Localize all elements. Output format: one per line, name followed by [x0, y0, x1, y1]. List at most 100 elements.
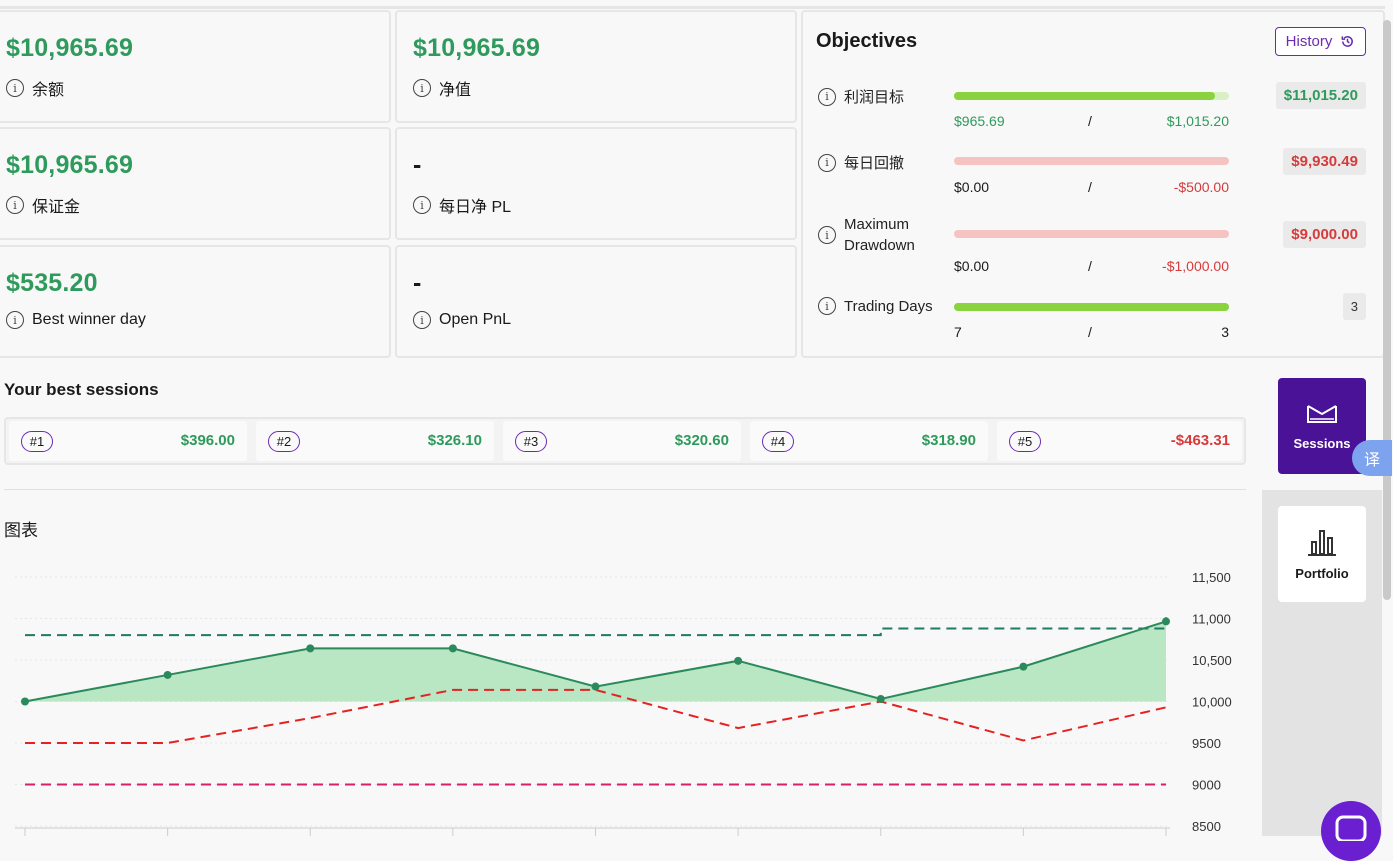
balance-label: i 余额: [6, 76, 64, 100]
info-icon[interactable]: i: [818, 87, 836, 106]
best-day-card: $535.20 i Best winner day: [0, 245, 391, 358]
equity-point: [448, 644, 457, 653]
info-icon[interactable]: i: [413, 311, 431, 329]
info-icon[interactable]: i: [6, 196, 24, 214]
daily-pl-value: -: [413, 151, 422, 179]
session-item[interactable]: #3 $320.60: [503, 421, 741, 461]
info-icon[interactable]: i: [413, 196, 431, 214]
session-item[interactable]: #4 $318.90: [750, 421, 988, 461]
session-item[interactable]: #1 $396.00: [9, 421, 247, 461]
balance-value: $10,965.69: [6, 34, 134, 62]
history-label: History: [1285, 33, 1333, 50]
profit-current: $965.69: [954, 113, 1005, 129]
profit-target-progress: [954, 92, 1216, 100]
translate-button[interactable]: 译: [1352, 440, 1392, 476]
equity-point: [1019, 662, 1028, 671]
session-item[interactable]: #2 $326.10: [256, 421, 494, 461]
equity-chart: 11,500 11,000 10,500 10,000 9500 9000 8500: [15, 570, 1232, 836]
equity-card: $10,965.69 i 净值: [395, 10, 797, 123]
margin-label-text: 保证金: [32, 199, 81, 216]
best-day-label-text: Best winner day: [32, 311, 146, 328]
session-item[interactable]: #5 -$463.31: [997, 421, 1242, 461]
daily-drawdown-track: [954, 157, 1229, 165]
session-value: $396.00: [180, 432, 235, 449]
trading-days-progress: [954, 303, 1229, 311]
session-value: $320.60: [674, 432, 729, 449]
profit-target: $1,015.20: [1166, 113, 1229, 129]
chat-icon: [1335, 815, 1367, 843]
top-border: [0, 6, 1385, 9]
portfolio-button-label: Portfolio: [1295, 565, 1349, 581]
session-rank: #3: [515, 431, 547, 452]
profit-target-line: [25, 617, 1167, 637]
daily-target: -$500.00: [1173, 179, 1229, 195]
daily-drawdown-line: [25, 688, 1167, 744]
open-pnl-label: i Open PnL: [413, 311, 511, 329]
equity-value: $10,965.69: [413, 34, 541, 62]
open-pnl-label-text: Open PnL: [439, 311, 512, 328]
objective-max-drawdown-label: i Maximum Drawdown: [818, 214, 934, 256]
daily-pl-label-text: 每日净 PL: [439, 199, 512, 216]
divider: [4, 489, 1246, 490]
y-tick-label: 11,500: [1192, 570, 1231, 585]
objective-profit-target-label: i 利润目标: [818, 86, 904, 107]
sessions-button-label: Sessions: [1293, 435, 1351, 451]
profit-target-track: [954, 92, 1229, 100]
portfolio-button[interactable]: Portfolio: [1278, 506, 1366, 602]
equity-label: i 净值: [413, 76, 471, 100]
equity-point: [876, 695, 885, 704]
info-icon[interactable]: i: [6, 79, 24, 97]
objective-daily-drawdown-label: i 每日回撤: [818, 152, 904, 173]
info-icon[interactable]: i: [818, 153, 836, 172]
equity-label-text: 净值: [439, 82, 472, 99]
chart-title: 图表: [4, 521, 38, 540]
profit-sep: /: [1088, 113, 1092, 129]
equity-point: [734, 656, 743, 665]
margin-value: $10,965.69: [6, 151, 134, 179]
session-rank: #1: [21, 431, 53, 452]
profit-target-badge: $11,015.20: [1275, 82, 1366, 109]
daily-pl-label: i 每日净 PL: [413, 193, 511, 217]
y-tick-label: 9500: [1192, 736, 1221, 751]
objective-label-text: Trading Days: [844, 297, 933, 315]
bar-chart-icon: [1308, 529, 1336, 556]
daily-current: $0.00: [954, 179, 990, 195]
max-target: -$1,000.00: [1162, 258, 1229, 274]
trading-days-track: [954, 303, 1229, 311]
session-value: $326.10: [427, 432, 482, 449]
margin-card: $10,965.69 i 保证金: [0, 127, 391, 240]
open-pnl-value: -: [413, 269, 422, 297]
chat-button[interactable]: [1321, 801, 1381, 861]
days-current: 7: [954, 324, 962, 340]
trading-days-badge: 3: [1342, 293, 1366, 320]
max-drawdown-track: [954, 230, 1229, 238]
sessions-icon: [1307, 404, 1337, 423]
equity-area: [25, 621, 1166, 702]
best-day-value: $535.20: [6, 269, 98, 297]
sessions-button[interactable]: Sessions: [1278, 378, 1366, 474]
session-value: -$463.31: [1170, 432, 1230, 449]
info-icon[interactable]: i: [818, 297, 836, 315]
session-rank: #4: [762, 431, 794, 452]
history-button[interactable]: History: [1275, 27, 1366, 56]
session-rank: #2: [268, 431, 300, 452]
objectives-panel: [801, 10, 1385, 358]
session-value: $318.90: [921, 432, 976, 449]
session-rank: #5: [1009, 431, 1041, 452]
equity-point: [1162, 617, 1170, 626]
history-icon: [1341, 36, 1354, 47]
equity-point: [306, 644, 315, 653]
days-sep: /: [1088, 324, 1092, 340]
best-sessions-title: Your best sessions: [4, 380, 159, 399]
daily-drawdown-badge: $9,930.49: [1283, 148, 1366, 175]
equity-point: [21, 697, 29, 706]
scrollbar[interactable]: [1383, 20, 1391, 600]
margin-label: i 保证金: [6, 193, 80, 217]
days-target: 3: [1221, 324, 1229, 340]
info-icon[interactable]: i: [6, 311, 24, 329]
info-icon[interactable]: i: [413, 79, 431, 97]
info-icon[interactable]: i: [818, 226, 836, 244]
max-sep: /: [1088, 258, 1092, 274]
objective-label-text: Maximum Drawdown: [844, 216, 915, 254]
y-tick-label: 8500: [1192, 819, 1221, 834]
